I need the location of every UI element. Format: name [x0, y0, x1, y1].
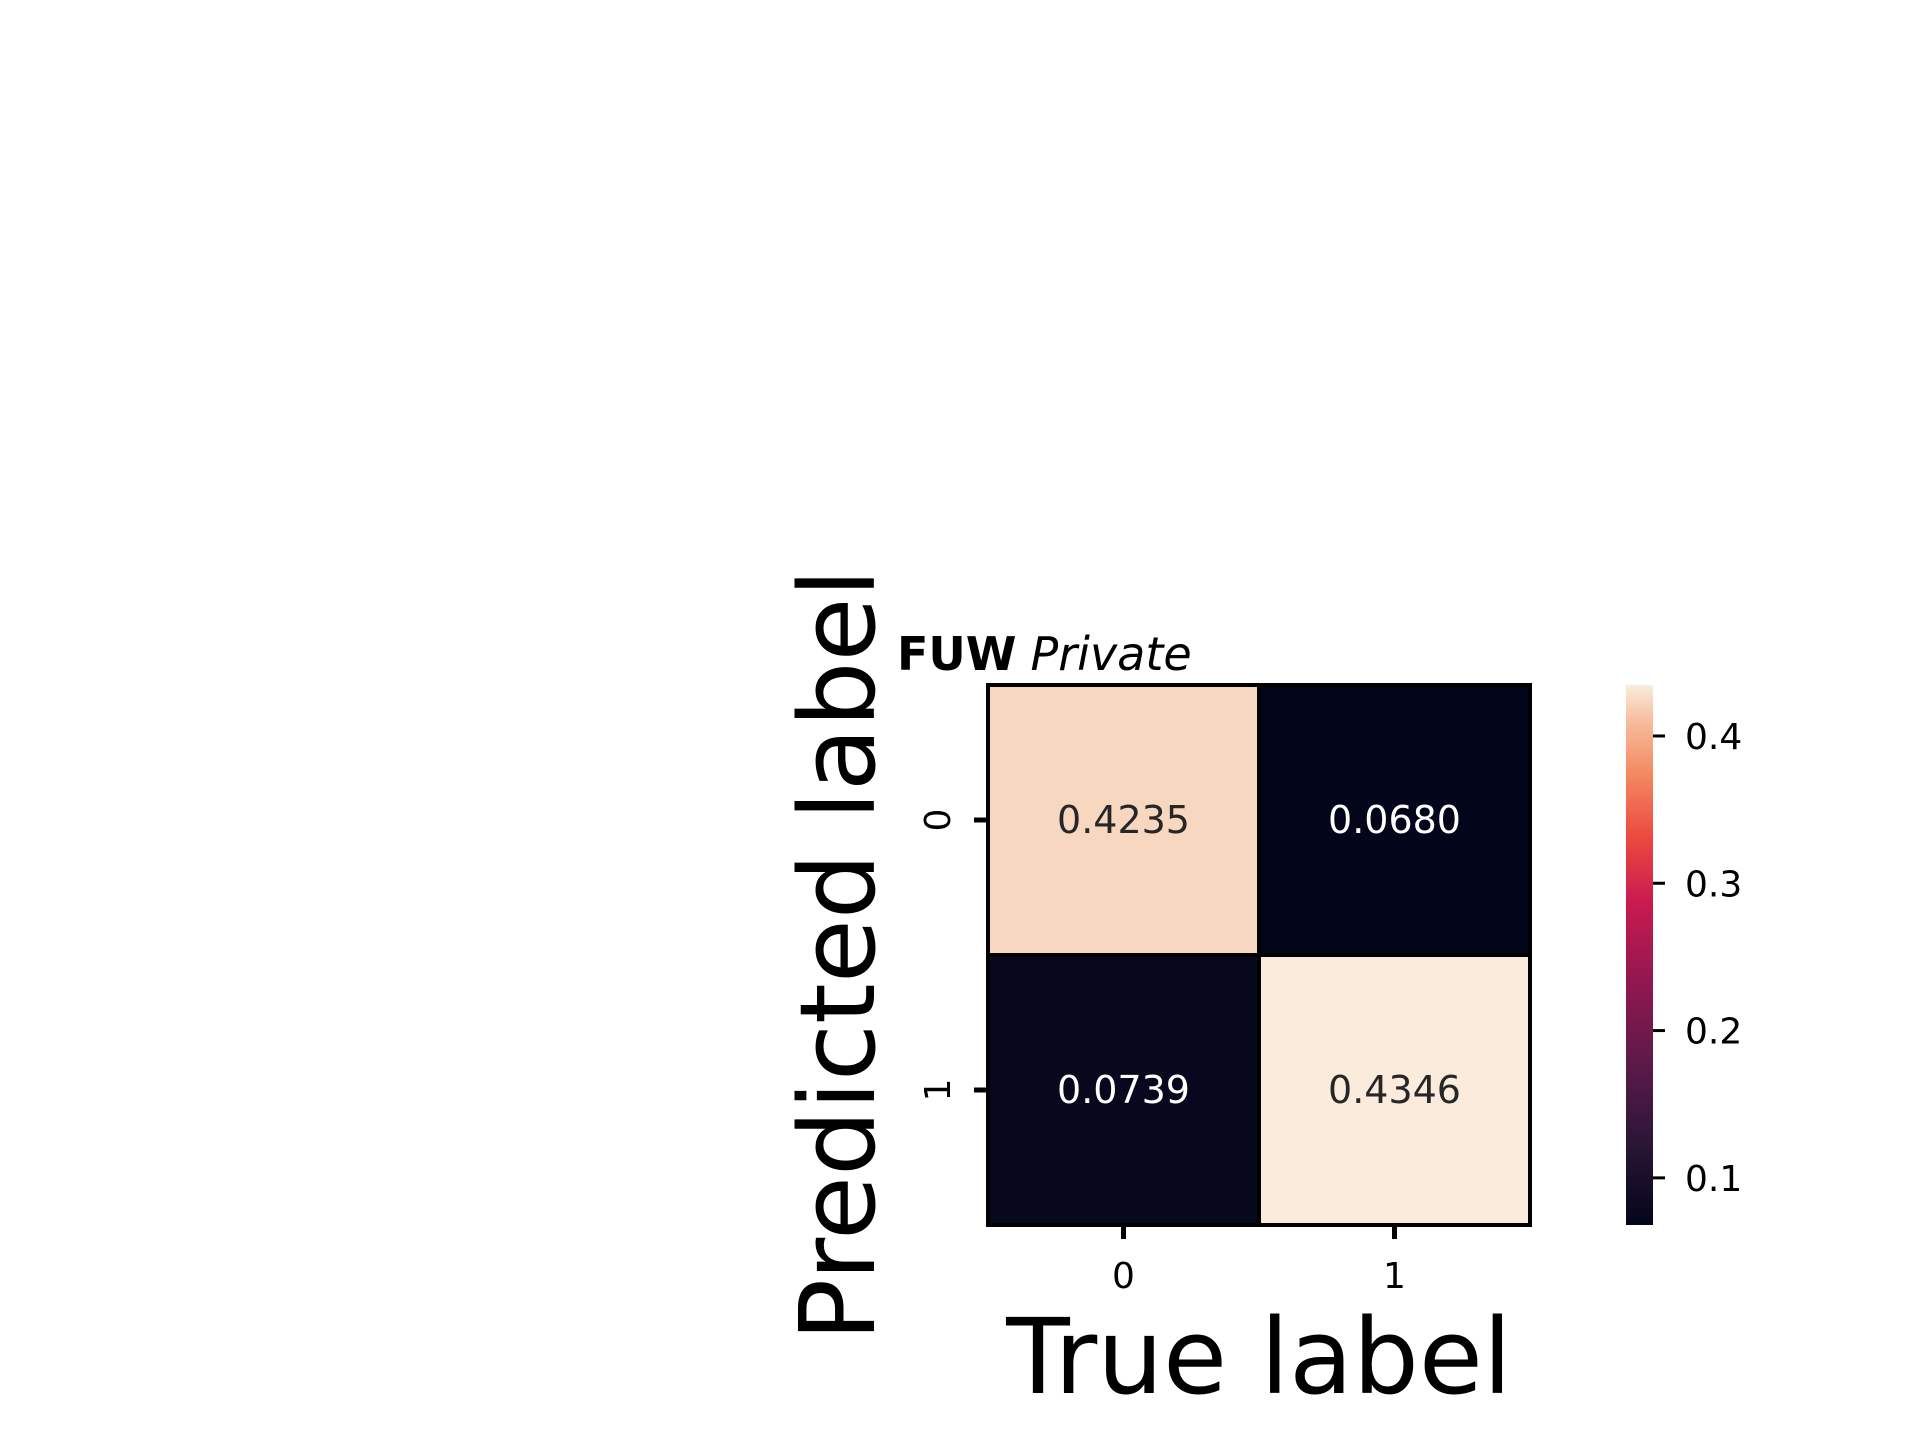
colorbar-tick-label: 0.1	[1685, 1159, 1742, 1200]
x-axis-label: True label	[1005, 1296, 1511, 1418]
y-tick-label: 0	[918, 809, 959, 832]
colorbar	[1626, 685, 1653, 1225]
cell-value-label: 0.0680	[1328, 798, 1461, 842]
y-tick-label: 1	[918, 1079, 959, 1102]
heatmap-cell-r1-c0	[986, 953, 1261, 1227]
colorbar-tick-label: 0.4	[1685, 717, 1742, 758]
y-axis-label: Predicted label	[777, 569, 899, 1342]
y-axis-ticks: 01	[918, 809, 988, 1102]
heatmap-cell-labels: 0.4235 0.0680 0.0739 0.4346	[1057, 798, 1461, 1112]
heatmap-cell-r0-c0	[986, 683, 1261, 957]
heatmap-cell-r0-c1	[1257, 683, 1532, 957]
cell-value-label: 0.4235	[1057, 798, 1190, 842]
title-italic-part: Private	[1031, 627, 1192, 681]
colorbar-tick-label: 0.2	[1685, 1012, 1742, 1053]
colorbar-tick-label: 0.3	[1685, 864, 1742, 905]
x-tick-label: 0	[1112, 1256, 1135, 1297]
heatmap-cells	[986, 683, 1532, 1227]
cell-value-label: 0.4346	[1328, 1068, 1461, 1112]
heatmap-frame	[986, 683, 1532, 1227]
heatmap-cell-r1-c1	[1257, 953, 1532, 1227]
chart-title: FUW Private	[897, 627, 1192, 681]
x-tick-label: 1	[1383, 1256, 1406, 1297]
colorbar-ticks: 0.1 0.2 0.3 0.4	[1653, 717, 1742, 1200]
cell-value-label: 0.0739	[1057, 1068, 1190, 1112]
title-bold-part: FUW	[897, 627, 1017, 681]
